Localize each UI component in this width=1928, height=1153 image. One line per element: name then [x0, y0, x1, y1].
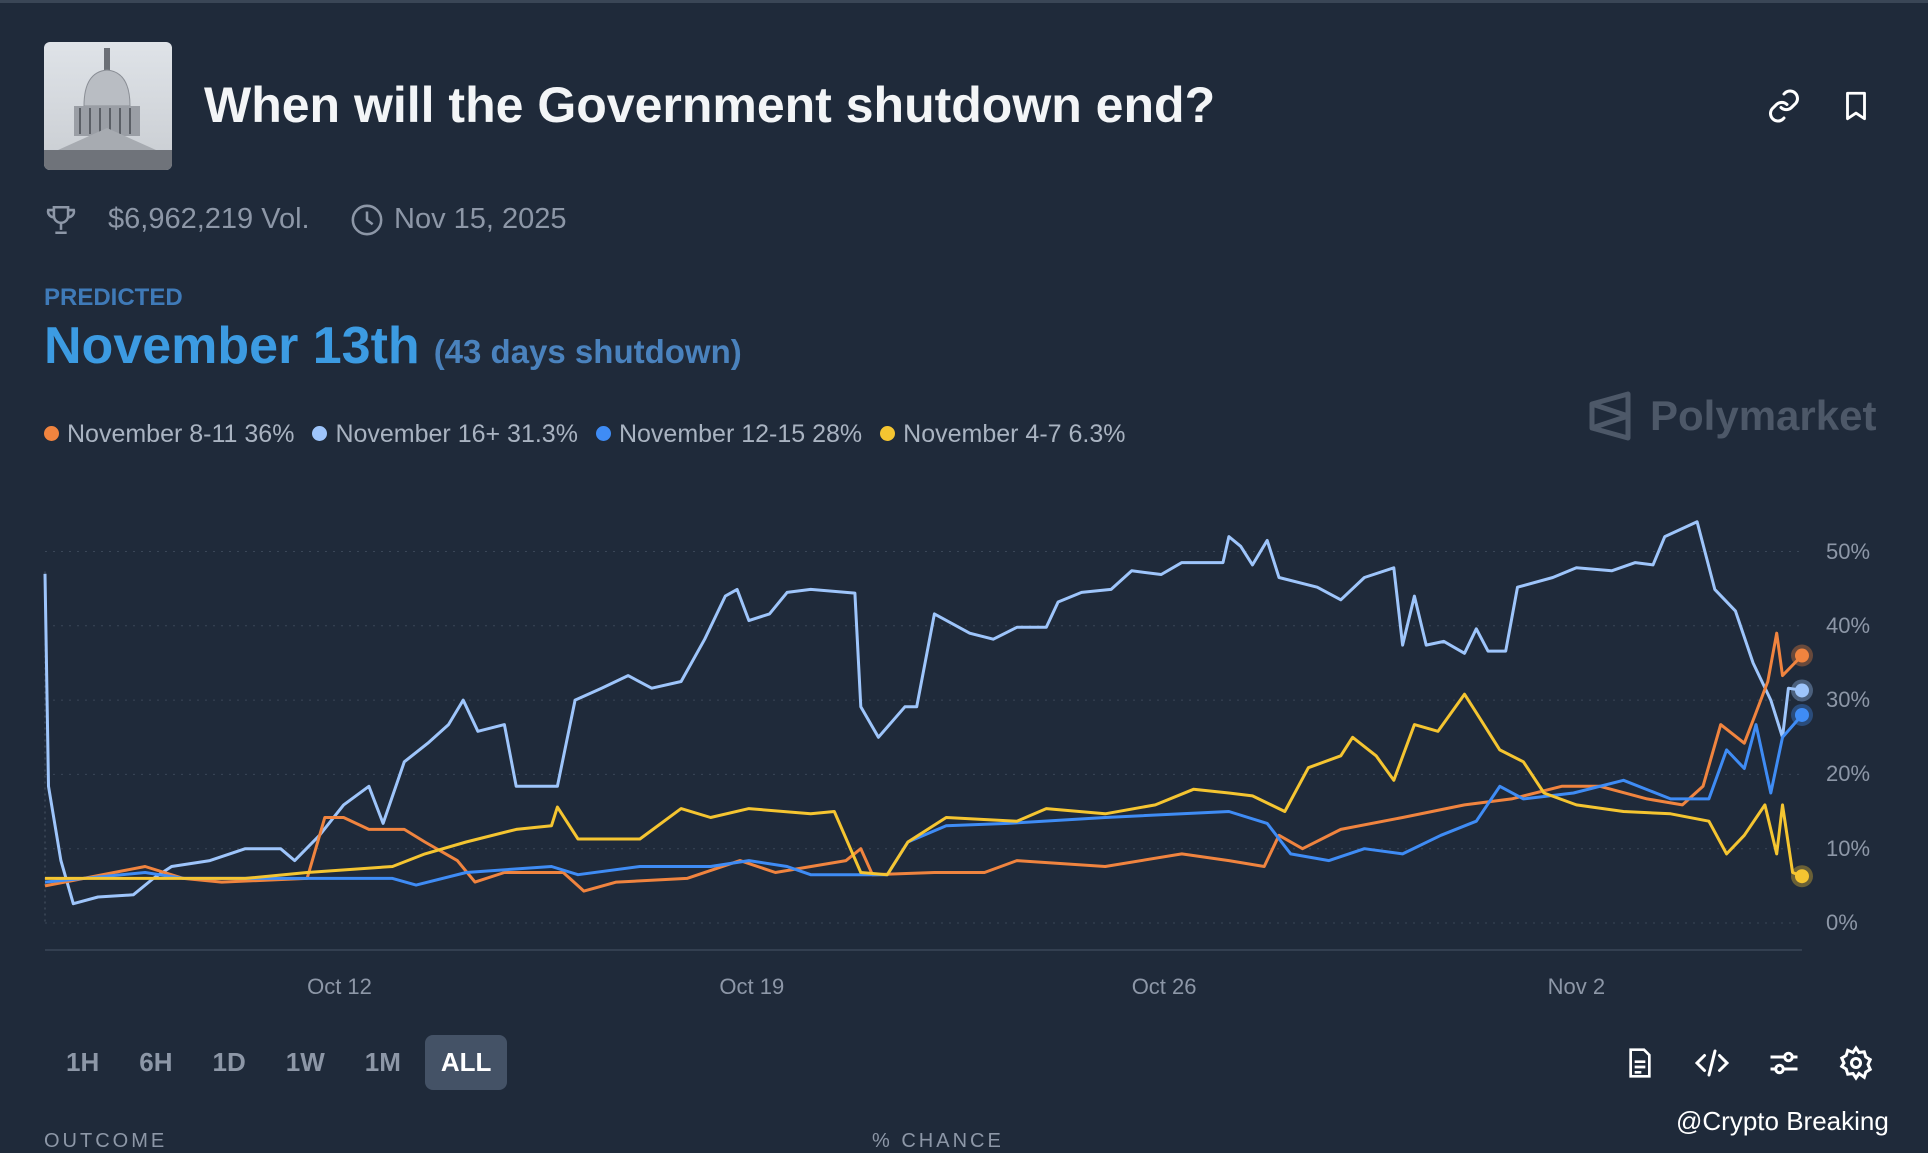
sliders-icon	[1770, 1051, 1798, 1075]
bookmark-icon	[1846, 91, 1866, 121]
x-tick-label: Oct 19	[719, 974, 785, 999]
legend-label: November 12-15 28%	[618, 420, 863, 448]
series-line-november-12-15	[44, 714, 1804, 887]
polymarket-logo: Polymarket	[1588, 390, 1876, 442]
legend-item: November 16+ 31.3%	[312, 420, 578, 449]
range-1m-button[interactable]: 1M	[364, 1047, 401, 1077]
predicted-outcome: November 13th (43 days shutdown)	[44, 316, 742, 376]
legend-dot	[595, 425, 611, 441]
chart-legend: November 8-11 36% November 16+ 31.3% Nov…	[44, 420, 1125, 449]
series-end-point	[1794, 869, 1809, 884]
outcome-column-header: OUTCOME	[44, 1130, 168, 1152]
legend-item: November 8-11 36%	[44, 420, 294, 449]
range-1h-button[interactable]: 1H	[66, 1047, 100, 1077]
capitol-dome-icon	[44, 48, 172, 170]
watermark: @Crypto Breaking	[1676, 1106, 1889, 1136]
legend-item: November 12-15 28%	[595, 420, 863, 449]
end-date-text: Nov 15, 2025	[394, 203, 567, 235]
legend-label: November 8-11 36%	[67, 420, 295, 448]
x-tick-label: Oct 26	[1131, 974, 1197, 999]
chart-filters-button[interactable]	[1762, 1041, 1806, 1085]
y-tick-label: 40%	[1826, 612, 1871, 638]
chart-settings-button[interactable]	[1834, 1041, 1878, 1085]
y-tick-label: 10%	[1826, 835, 1871, 861]
x-tick-label: Nov 2	[1547, 974, 1606, 999]
series-line-november-4-7	[45, 692, 1803, 880]
bookmark-button[interactable]	[1834, 84, 1878, 128]
top-border	[0, 0, 1928, 3]
legend-dot	[44, 425, 59, 441]
x-tick-label: Oct 12	[307, 974, 372, 999]
series-end-point	[1794, 707, 1809, 722]
code-icon	[1694, 1049, 1730, 1077]
range-1d-button[interactable]: 1D	[212, 1047, 246, 1077]
clock-icon	[351, 204, 383, 236]
legend-dot	[880, 425, 896, 441]
volume-text: $6,962,219 Vol.	[108, 203, 310, 235]
range-6h-button[interactable]: 6H	[139, 1047, 173, 1077]
brand-name: Polymarket	[1650, 392, 1877, 439]
document-icon	[1629, 1048, 1651, 1078]
predicted-value: November 13th	[44, 317, 420, 375]
page-title: When will the Government shutdown end?	[204, 77, 1216, 133]
polymarket-logo-icon	[1589, 391, 1631, 441]
market-image	[44, 42, 172, 170]
legend-item: November 4-7 6.3%	[880, 420, 1125, 449]
y-tick-label: 30%	[1826, 687, 1871, 713]
rules-button[interactable]	[1618, 1041, 1662, 1085]
volume-info: $6,962,219 Vol.	[44, 203, 310, 237]
y-tick-label: 20%	[1826, 761, 1871, 787]
embed-button[interactable]	[1690, 1041, 1734, 1085]
y-tick-label: 50%	[1826, 538, 1871, 564]
range-all-button[interactable]: ALL	[424, 1035, 508, 1090]
legend-dot	[312, 425, 328, 441]
link-icon	[1769, 89, 1799, 123]
series-end-point	[1794, 648, 1809, 663]
time-range-selector: 1H 6H 1D 1W 1M ALL	[50, 1035, 508, 1090]
legend-label: November 4-7 6.3%	[903, 420, 1126, 448]
predicted-label: PREDICTED	[44, 284, 183, 311]
range-1w-button[interactable]: 1W	[285, 1047, 325, 1077]
gear-icon	[1839, 1045, 1873, 1081]
trophy-icon	[46, 206, 76, 235]
series-end-point	[1794, 683, 1809, 698]
series-line-november-16-	[43, 520, 1803, 906]
legend-label: November 16+ 31.3%	[335, 420, 578, 448]
copy-link-button[interactable]	[1762, 84, 1806, 128]
y-tick-label: 0%	[1826, 910, 1858, 935]
predicted-subtext: (43 days shutdown)	[433, 333, 742, 370]
end-date-info: Nov 15, 2025	[350, 203, 567, 237]
chance-column-header[interactable]: % CHANCE	[872, 1130, 1004, 1152]
